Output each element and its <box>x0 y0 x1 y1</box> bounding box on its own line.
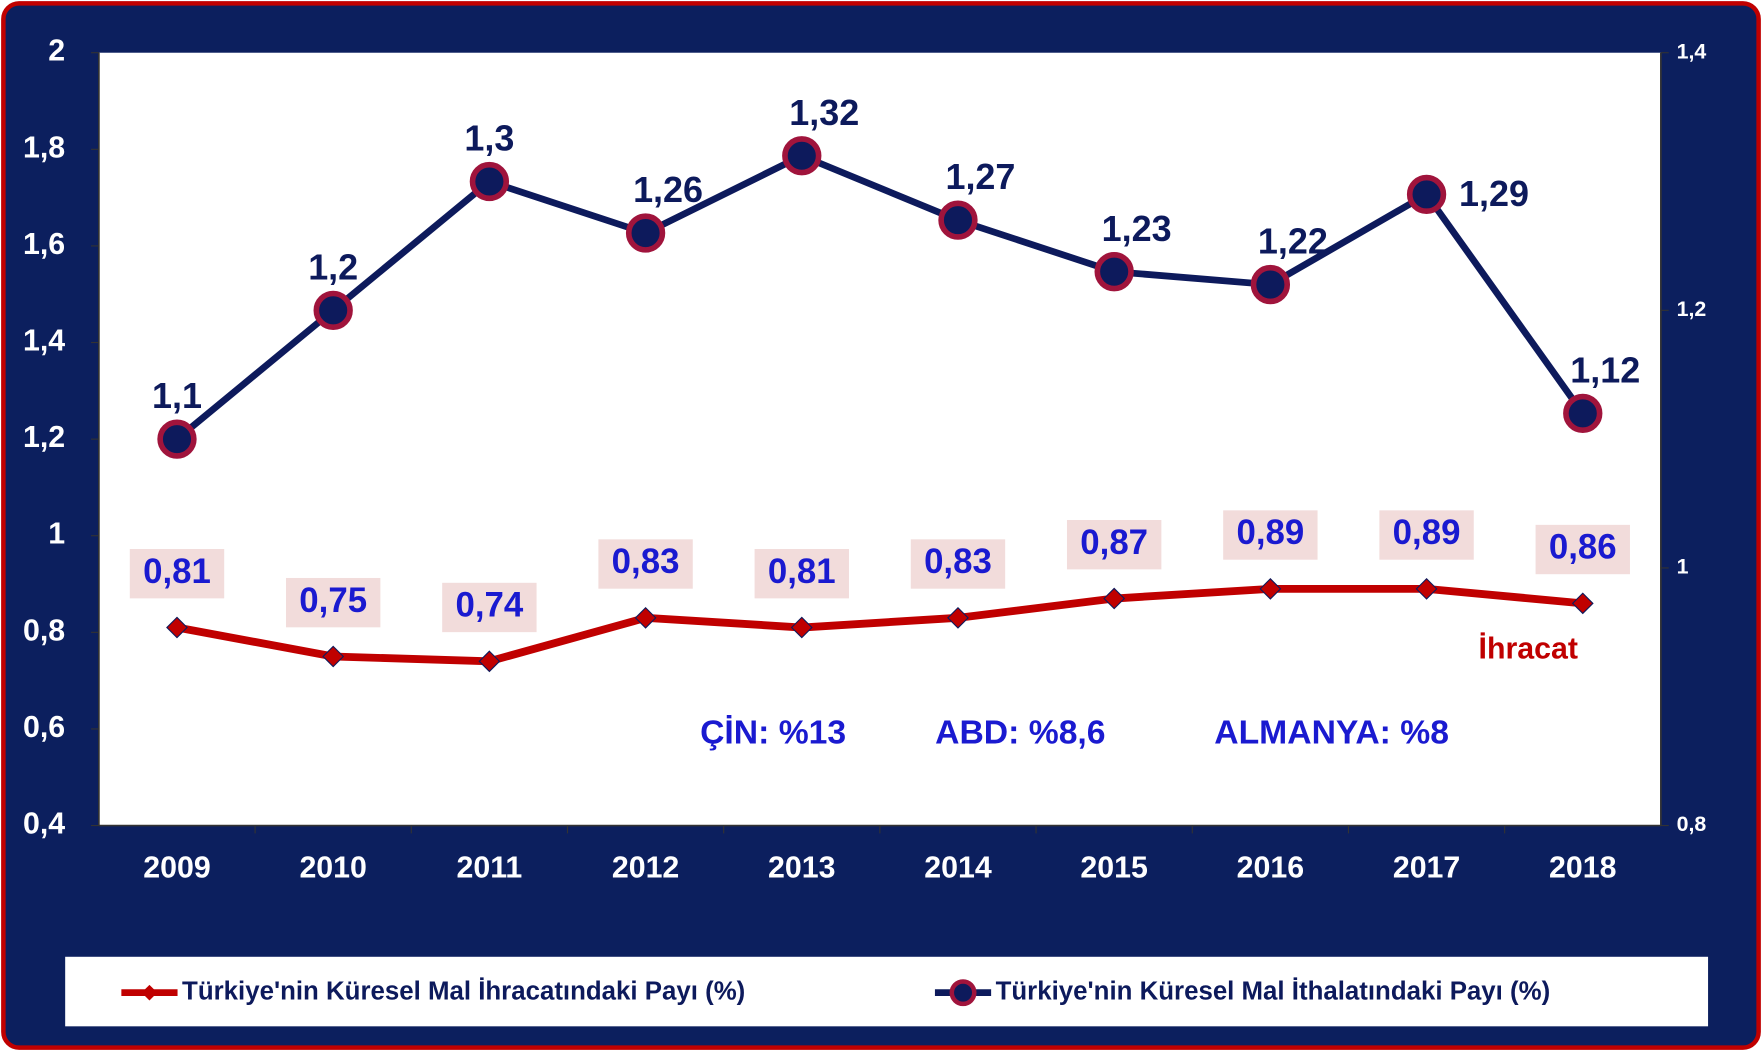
value-label-box <box>1535 524 1630 575</box>
marker <box>938 200 978 240</box>
marker <box>625 213 666 253</box>
marker <box>322 645 345 668</box>
value-label-box <box>442 582 537 633</box>
value-label-box <box>754 548 849 599</box>
value-label: 1,1 <box>152 375 202 416</box>
value-label: 0,83 <box>612 542 680 581</box>
value-label: 1,12 <box>1570 349 1640 390</box>
marker <box>469 161 510 202</box>
y2-tick-label: 1,4 <box>1677 39 1707 63</box>
value-label: 1,2 <box>308 246 358 287</box>
marker <box>947 606 969 629</box>
x-tick-label: 2013 <box>768 851 835 884</box>
annotation: İhracat <box>1479 633 1578 666</box>
marker <box>1094 252 1134 292</box>
marker <box>1250 264 1291 305</box>
value-label: 0,83 <box>924 542 992 581</box>
legend-label: Türkiye'nin Küresel Mal İhracatındaki Pa… <box>182 978 745 1006</box>
x-tick-label: 2017 <box>1393 851 1460 884</box>
value-label-box <box>1223 510 1318 560</box>
marker <box>1103 587 1126 610</box>
marker <box>1571 592 1594 615</box>
x-tick-label: 2018 <box>1549 851 1616 884</box>
value-label-box <box>129 548 225 599</box>
marker <box>1259 577 1282 600</box>
x-tick-label: 2015 <box>1080 851 1147 884</box>
x-tick-label: 2012 <box>612 851 679 884</box>
marker <box>782 136 822 176</box>
marker <box>790 616 813 639</box>
value-label: 1,29 <box>1459 173 1529 214</box>
annotation: ALMANYA: %8 <box>1214 715 1449 752</box>
marker <box>634 606 657 629</box>
y-tick-label: 1 <box>48 518 65 551</box>
y-tick-label: 2 <box>48 35 65 68</box>
y2-tick-label: 1,2 <box>1677 297 1707 321</box>
value-label-box <box>285 577 381 628</box>
legend-box <box>65 956 1709 1027</box>
marker <box>1563 393 1603 434</box>
marker <box>166 616 188 639</box>
value-label-box <box>598 539 693 589</box>
value-label-box <box>1066 520 1162 570</box>
plot-area <box>98 52 1661 826</box>
value-label: 0,89 <box>1393 513 1461 552</box>
series-line <box>176 584 1584 666</box>
y-tick-label: 1,2 <box>23 421 65 454</box>
marker <box>1415 577 1438 600</box>
annotation: ABD: %8,6 <box>935 715 1105 752</box>
value-label: 0,87 <box>1080 523 1148 562</box>
x-tick-label: 2011 <box>456 851 522 884</box>
y2-tick-label: 0,8 <box>1677 812 1707 836</box>
y-tick-label: 1,6 <box>23 228 65 261</box>
value-label: 0,75 <box>299 581 367 620</box>
value-label-box <box>1379 510 1474 560</box>
marker <box>157 419 197 459</box>
annotation: ÇİN: %13 <box>700 715 846 752</box>
y2-tick-label: 1 <box>1677 555 1689 579</box>
legend-label: Türkiye'nin Küresel Mal İthalatındaki Pa… <box>996 978 1551 1006</box>
value-label-box <box>910 539 1006 589</box>
value-label: 1,22 <box>1258 221 1328 262</box>
marker <box>478 650 501 673</box>
value-label: 0,86 <box>1549 528 1617 567</box>
value-label: 1,32 <box>789 92 859 133</box>
value-label: 0,81 <box>768 552 836 591</box>
value-label: 1,23 <box>1102 208 1172 249</box>
value-label: 0,74 <box>455 586 523 625</box>
value-label: 1,26 <box>633 169 703 210</box>
value-label: 1,3 <box>464 118 514 159</box>
series-line <box>174 152 1586 442</box>
x-tick-label: 2016 <box>1237 851 1304 884</box>
x-tick-label: 2014 <box>924 851 992 884</box>
y-tick-label: 1,8 <box>23 131 65 164</box>
y-tick-label: 0,4 <box>23 808 65 841</box>
y-tick-label: 0,6 <box>23 711 65 744</box>
x-tick-label: 2010 <box>299 851 366 884</box>
marker <box>313 290 353 330</box>
value-label: 0,89 <box>1236 513 1304 552</box>
legend-marker <box>949 979 977 1007</box>
value-label: 1,27 <box>945 156 1015 197</box>
y-tick-label: 1,4 <box>23 325 65 358</box>
marker <box>1406 174 1447 215</box>
value-label: 0,81 <box>143 552 211 591</box>
y-tick-label: 0,8 <box>23 614 65 647</box>
x-tick-label: 2009 <box>143 851 210 884</box>
